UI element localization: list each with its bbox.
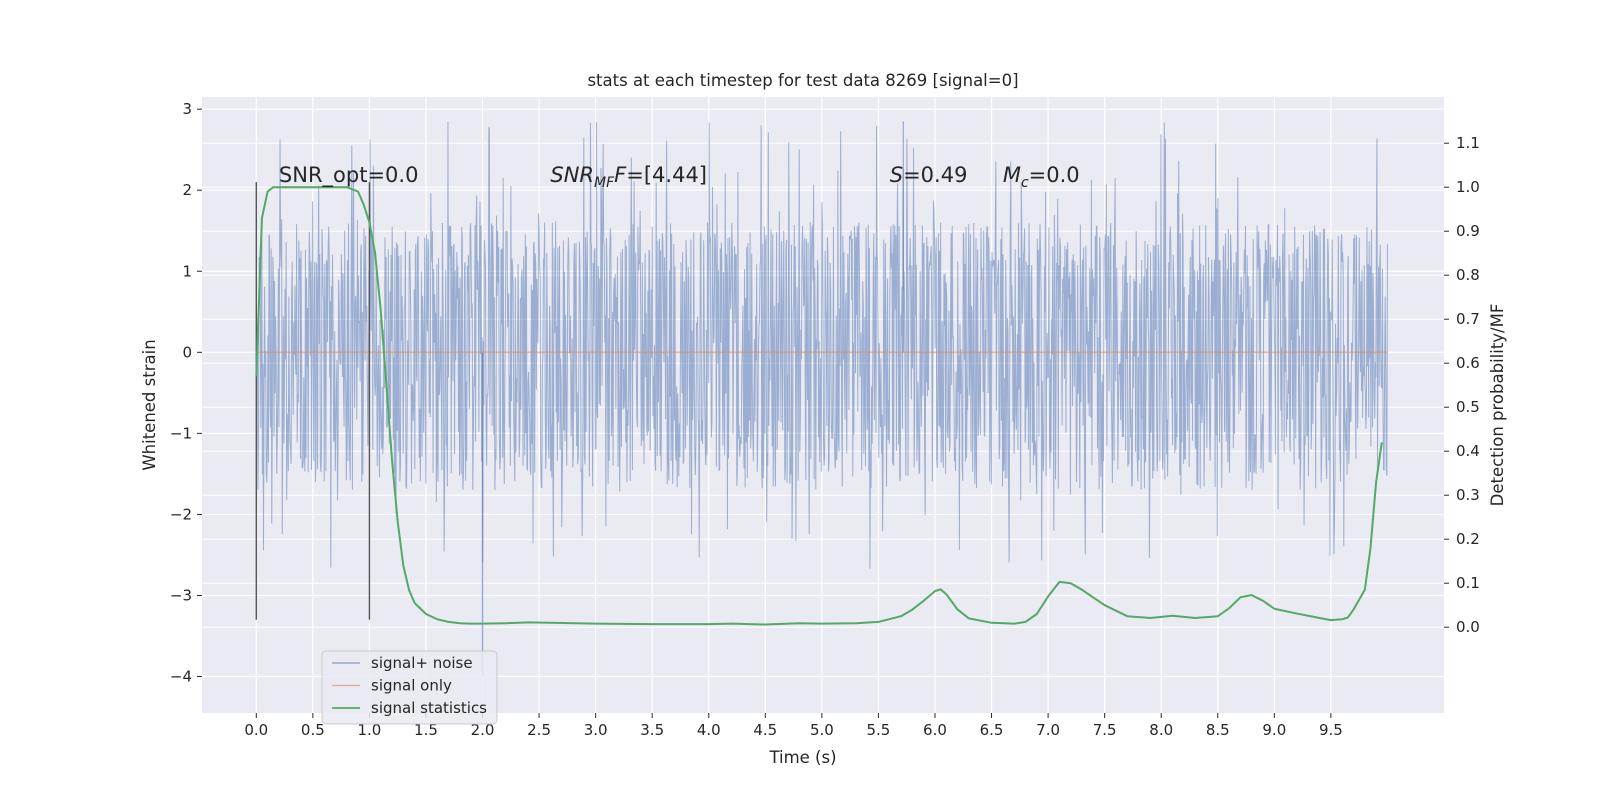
series-signal-statistics bbox=[255, 186, 1383, 626]
legend-box bbox=[321, 650, 498, 725]
x-tick-label-0: 0.0 bbox=[244, 721, 268, 739]
y2-tick-label-3: 0.8 bbox=[1456, 266, 1480, 284]
legend-label-statistics: signal statistics bbox=[371, 699, 487, 717]
y-tick-label-4: −1 bbox=[170, 424, 192, 442]
y-tick-label-0: 3 bbox=[182, 100, 192, 118]
y-axis-ticks: 3 2 1 0 −1 −2 −3 −4 bbox=[170, 100, 202, 686]
x-tick-label-12: 6.0 bbox=[923, 721, 947, 739]
statistics-line bbox=[255, 186, 1383, 626]
y-tick-label-1: 2 bbox=[182, 181, 192, 199]
y2-tick-label-8: 0.3 bbox=[1456, 486, 1480, 504]
y-tick-label-5: −2 bbox=[170, 505, 192, 523]
y2-tick-label-9: 0.2 bbox=[1456, 530, 1480, 548]
legend: signal+ noise signal only signal statist… bbox=[321, 650, 498, 725]
y2-tick-label-4: 0.7 bbox=[1456, 310, 1480, 328]
chart-title: stats at each timestep for test data 826… bbox=[587, 71, 1018, 90]
x-tick-label-4: 2.0 bbox=[471, 721, 495, 739]
y2-tick-label-0: 1.1 bbox=[1456, 134, 1480, 152]
marker-lines bbox=[255, 182, 371, 620]
y2-tick-label-11: 0.0 bbox=[1456, 618, 1480, 636]
x-tick-label-7: 3.5 bbox=[640, 721, 664, 739]
y-tick-label-6: −3 bbox=[170, 586, 192, 604]
series-signal-plus-noise bbox=[255, 121, 1388, 677]
legend-label-noise: signal+ noise bbox=[371, 654, 473, 672]
y-tick-label-7: −4 bbox=[170, 668, 192, 686]
x-tick-label-18: 9.0 bbox=[1262, 721, 1286, 739]
y2-tick-label-2: 0.9 bbox=[1456, 222, 1480, 240]
x-axis-ticks: 0.0 0.5 1.0 1.5 2.0 2.5 3.0 3.5 4.0 4.5 5.0 5.5 6.0 6… bbox=[244, 713, 1343, 739]
y-tick-label-2: 1 bbox=[182, 262, 192, 280]
x-tick-label-19: 9.5 bbox=[1319, 721, 1343, 739]
x-tick-label-14: 7.0 bbox=[1036, 721, 1060, 739]
x-tick-label-6: 3.0 bbox=[584, 721, 608, 739]
annotation-mc: Mc=0.0 bbox=[1003, 163, 1080, 191]
annotation-s-stat: S=0.49 bbox=[890, 163, 968, 187]
y2-tick-label-6: 0.5 bbox=[1456, 398, 1480, 416]
x-tick-label-3: 1.5 bbox=[414, 721, 438, 739]
x-tick-label-2: 1.0 bbox=[357, 721, 381, 739]
x-tick-label-11: 5.5 bbox=[866, 721, 890, 739]
annotation-snr-mf: SNRMFF=[4.44] bbox=[550, 163, 707, 191]
x-tick-label-16: 8.0 bbox=[1149, 721, 1173, 739]
legend-label-signal-only: signal only bbox=[371, 677, 452, 695]
annotation-snr-opt: SNR_opt=0.0 bbox=[279, 163, 419, 188]
annotations: SNR_opt=0.0 SNRMFF=[4.44] S=0.49 Mc=0.0 bbox=[279, 163, 1080, 191]
y2-tick-label-10: 0.1 bbox=[1456, 574, 1480, 592]
x-axis-label: Time (s) bbox=[768, 748, 836, 767]
x-tick-label-15: 7.5 bbox=[1093, 721, 1117, 739]
y-axis-label: Whitened strain bbox=[140, 339, 159, 470]
y2-tick-label-1: 1.0 bbox=[1456, 178, 1480, 196]
y-tick-label-3: 0 bbox=[182, 343, 192, 361]
y2-axis-ticks: 1.1 1.0 0.9 0.8 0.7 0.6 0.5 0.4 0.3 0.2 0.1 0.0 bbox=[1444, 134, 1480, 636]
x-tick-label-13: 6.5 bbox=[980, 721, 1004, 739]
noise-trace bbox=[255, 121, 1388, 569]
x-tick-label-1: 0.5 bbox=[301, 721, 325, 739]
x-tick-label-17: 8.5 bbox=[1206, 721, 1230, 739]
x-tick-label-10: 5.0 bbox=[810, 721, 834, 739]
y2-tick-label-5: 0.6 bbox=[1456, 354, 1480, 372]
y2-tick-label-7: 0.4 bbox=[1456, 442, 1480, 460]
x-tick-label-9: 4.5 bbox=[753, 721, 777, 739]
y2-axis-label: Detection probability/MF bbox=[1488, 304, 1507, 507]
x-tick-label-8: 4.0 bbox=[697, 721, 721, 739]
x-tick-label-5: 2.5 bbox=[527, 721, 551, 739]
